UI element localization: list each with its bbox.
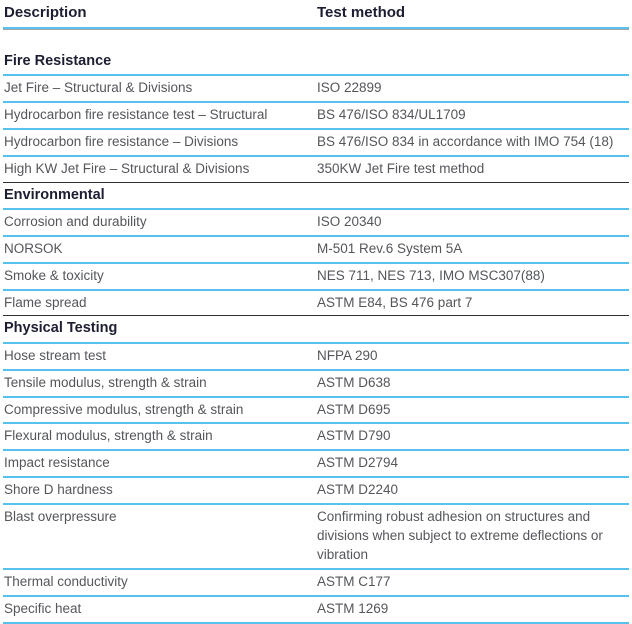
table-row-corrosion-and-durability: Corrosion and durability ISO 20340	[3, 207, 629, 235]
table-header-row: Description Test method	[3, 0, 629, 29]
test-method-cell: ASTM D638	[316, 368, 629, 396]
description-cell: Compressive modulus, strength & strain	[3, 395, 316, 423]
test-method-cell: M-501 Rev.6 System 5A	[316, 234, 629, 262]
table-row-tensile-modulus-strength-strain: Tensile modulus, strength & strain ASTM D…	[3, 368, 629, 396]
column-header-test-method: Test method	[316, 0, 629, 29]
test-methods-table: Description Test method Fire Resistance J…	[3, 0, 629, 624]
table-row-compressive-modulus-strength-strain: Compressive modulus, strength & strain AS…	[3, 395, 629, 423]
description-cell: High KW Jet Fire – Structural & Division…	[3, 154, 316, 182]
test-method-cell: 350KW Jet Fire test method	[316, 154, 629, 182]
description-cell: Corrosion and durability	[3, 207, 316, 235]
test-method-cell: NFPA 290	[316, 341, 629, 369]
description-cell: Impact resistance	[3, 449, 316, 476]
description-cell: Smoke & toxicity	[3, 261, 316, 289]
description-cell: NORSOK	[3, 234, 316, 262]
description-cell: Blast overpressure	[3, 503, 316, 568]
test-method-cell: NES 711, NES 713, IMO MSC307(88)	[316, 261, 629, 289]
test-method-cell: ASTM D2794	[316, 449, 629, 476]
table-row-hydrocarbon-fire-resistance-test-structural: Hydrocarbon fire resistance test – Struc…	[3, 100, 629, 128]
table-row-norsok: NORSOK M-501 Rev.6 System 5A	[3, 234, 629, 262]
table-header: Description Test method	[3, 0, 629, 29]
description-cell: Flexural modulus, strength & strain	[3, 422, 316, 449]
description-cell: Shore D hardness	[3, 476, 316, 503]
table-row-thermal-conductivity: Thermal conductivity ASTM C177	[3, 567, 629, 595]
test-method-cell: BS 476/ISO 834/UL1709	[316, 100, 629, 128]
description-cell: Flame spread	[3, 288, 316, 316]
description-cell: Thermal conductivity	[3, 567, 316, 595]
description-cell: Specific heat	[3, 594, 316, 624]
test-method-cell: ASTM D2240	[316, 476, 629, 503]
section-header-environmental: Environmental	[3, 181, 629, 208]
test-method-cell: ASTM E84, BS 476 part 7	[316, 288, 629, 316]
test-method-cell: ASTM D695	[316, 395, 629, 423]
test-method-cell: ASTM C177	[316, 567, 629, 595]
table-row-specific-heat: Specific heat ASTM 1269	[3, 594, 629, 624]
table-row-hydrocarbon-fire-resistance-divisions: Hydrocarbon fire resistance – Divisions B…	[3, 127, 629, 155]
table-row-flexural-modulus-strength-strain: Flexural modulus, strength & strain ASTM …	[3, 422, 629, 449]
description-cell: Hydrocarbon fire resistance test – Struc…	[3, 100, 316, 128]
table-row-flame-spread: Flame spread ASTM E84, BS 476 part 7	[3, 288, 629, 316]
table-row-shore-d-hardness: Shore D hardness ASTM D2240	[3, 476, 629, 503]
test-method-cell: ISO 22899	[316, 74, 629, 101]
description-cell: Hydrocarbon fire resistance – Divisions	[3, 127, 316, 155]
section-header-fire-resistance: Fire Resistance	[3, 28, 629, 74]
section-title: Environmental	[3, 181, 629, 208]
table-row-high-kw-jet-fire-structural-divisions: High KW Jet Fire – Structural & Division…	[3, 154, 629, 182]
column-header-description: Description	[3, 0, 316, 29]
table-row-jet-fire-structural-divisions: Jet Fire – Structural & Divisions ISO 228…	[3, 74, 629, 101]
table-row-smoke-toxicity: Smoke & toxicity NES 711, NES 713, IMO MS…	[3, 261, 629, 289]
section-header-physical-testing: Physical Testing	[3, 315, 629, 341]
test-method-cell: BS 476/ISO 834 in accordance with IMO 75…	[316, 127, 629, 155]
description-cell: Hose stream test	[3, 341, 316, 369]
test-method-cell: Confirming robust adhesion on structures…	[316, 503, 629, 568]
description-cell: Jet Fire – Structural & Divisions	[3, 74, 316, 101]
description-cell: Tensile modulus, strength & strain	[3, 368, 316, 396]
table-body: Fire Resistance Jet Fire – Structural & D…	[3, 28, 629, 624]
section-title: Fire Resistance	[3, 28, 629, 74]
table-row-hose-stream-test: Hose stream test NFPA 290	[3, 341, 629, 369]
test-method-cell: ASTM D790	[316, 422, 629, 449]
test-method-cell: ASTM 1269	[316, 594, 629, 624]
section-title: Physical Testing	[3, 315, 629, 341]
table-row-blast-overpressure: Blast overpressure Confirming robust adhe…	[3, 503, 629, 568]
test-method-cell: ISO 20340	[316, 207, 629, 235]
table-row-impact-resistance: Impact resistance ASTM D2794	[3, 449, 629, 476]
